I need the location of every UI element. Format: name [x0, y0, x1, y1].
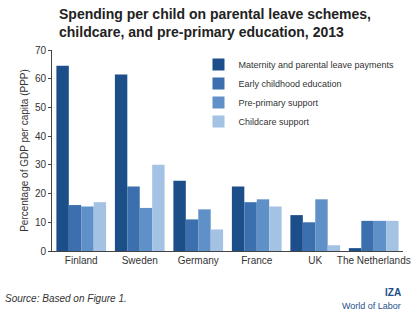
svg-text:10: 10 [35, 217, 47, 228]
svg-text:France: France [241, 255, 273, 266]
svg-text:50: 50 [35, 102, 47, 113]
svg-text:30: 30 [35, 159, 47, 170]
svg-text:Percentage of GDP per capita (: Percentage of GDP per capita (PPP) [19, 69, 30, 232]
svg-text:Early childhood education: Early childhood education [238, 79, 341, 89]
svg-text:Spending per child on parental: Spending per child on parental leave sch… [59, 6, 371, 40]
svg-text:Pre-primary support: Pre-primary support [238, 98, 318, 108]
svg-text:60: 60 [35, 73, 47, 84]
svg-text:UK: UK [308, 255, 322, 266]
svg-text:The Netherlands: The Netherlands [337, 255, 411, 266]
svg-text:0: 0 [40, 246, 46, 257]
svg-text:40: 40 [35, 131, 47, 142]
svg-text:Source: Based on Figure 1.: Source: Based on Figure 1. [5, 293, 127, 304]
svg-text:Germany: Germany [178, 255, 219, 266]
svg-text:IZA: IZA [385, 287, 401, 298]
svg-text:20: 20 [35, 188, 47, 199]
svg-text:Maternity and parental leave p: Maternity and parental leave payments [238, 60, 394, 70]
svg-text:70: 70 [35, 45, 47, 56]
svg-text:Sweden: Sweden [122, 255, 158, 266]
svg-text:Childcare support: Childcare support [238, 117, 309, 127]
svg-text:World of Labor: World of Labor [342, 301, 401, 311]
svg-text:Finland: Finland [65, 255, 98, 266]
